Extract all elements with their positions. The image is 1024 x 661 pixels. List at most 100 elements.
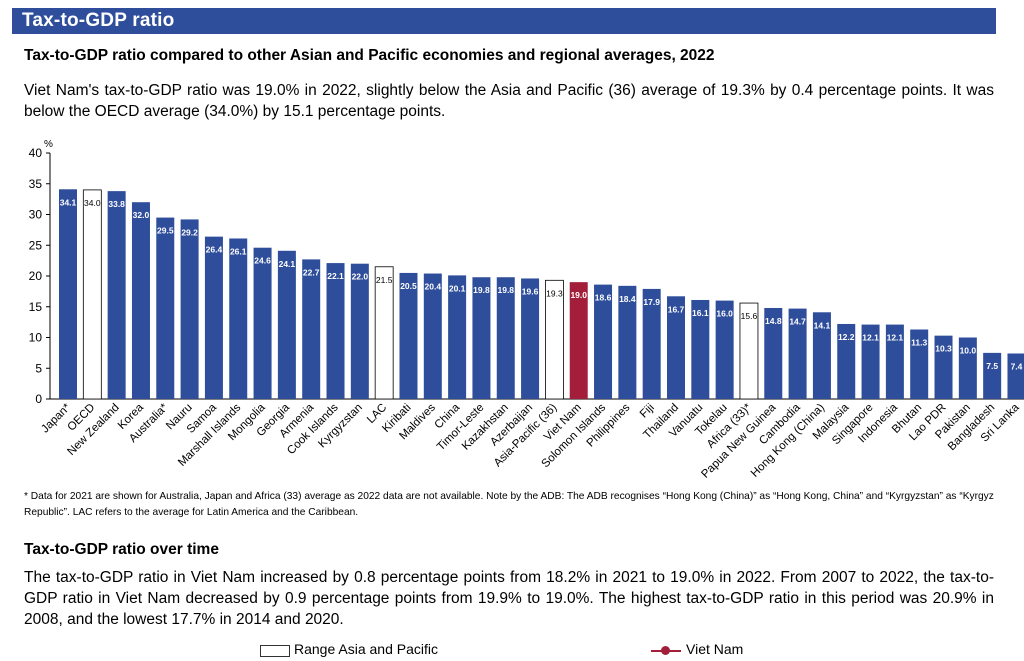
bar-value-label: 15.6 xyxy=(741,311,758,321)
bar-value-label: 24.1 xyxy=(279,259,296,269)
bar-value-label: 12.1 xyxy=(887,333,904,343)
bar xyxy=(496,277,515,399)
y-tick-label: 5 xyxy=(35,361,42,375)
bar xyxy=(983,352,1002,399)
bar-value-label: 14.8 xyxy=(765,316,782,326)
x-tick-label: Fiji xyxy=(638,402,657,421)
bar-value-label: 10.3 xyxy=(935,344,952,354)
bar-value-label: 11.3 xyxy=(911,338,927,348)
bar xyxy=(423,273,442,399)
bar xyxy=(715,300,734,399)
bar-value-label: 19.8 xyxy=(497,285,514,295)
bar xyxy=(399,272,418,399)
y-tick-label: 15 xyxy=(29,300,43,314)
bars: 34.1 34.0 33.8 32.0 29.5 29.2 26.4 26.1 24.6 24.1… xyxy=(59,189,1024,400)
y-tick-label: 0 xyxy=(35,392,42,406)
y-tick-label: 30 xyxy=(29,208,43,222)
bar xyxy=(910,329,929,399)
bar xyxy=(545,279,564,400)
bar xyxy=(472,277,491,399)
bar xyxy=(253,247,272,399)
bar-value-label: 22.7 xyxy=(303,267,320,277)
legend-range-swatch xyxy=(260,645,290,657)
bar xyxy=(107,191,126,399)
bar-value-label: 16.0 xyxy=(716,309,733,319)
bar xyxy=(934,335,953,399)
bar-value-label: 19.0 xyxy=(570,290,587,300)
legend-vietnam-label: Viet Nam xyxy=(686,641,744,657)
legend-range-label: Range Asia and Pacific xyxy=(294,641,438,657)
bar xyxy=(350,263,369,399)
bar-value-label: 19.8 xyxy=(473,285,490,295)
bar xyxy=(958,337,977,399)
bar-value-label: 22.0 xyxy=(352,272,369,282)
bar xyxy=(59,189,77,399)
bar xyxy=(131,202,150,399)
bar-value-label: 12.2 xyxy=(838,332,855,342)
bar-value-label: 16.7 xyxy=(668,304,685,314)
bar-value-label: 34.1 xyxy=(60,197,77,207)
bar xyxy=(618,285,637,399)
over-time-summary: The tax-to-GDP ratio in Viet Nam increas… xyxy=(24,569,994,628)
over-time-heading: Tax-to-GDP ratio over time xyxy=(24,541,219,558)
bar xyxy=(812,312,831,399)
y-tick-label: 10 xyxy=(29,331,43,345)
bar xyxy=(861,324,880,399)
footnote: * Data for 2021 are shown for Australia,… xyxy=(24,491,994,518)
bar-value-label: 24.6 xyxy=(254,256,271,266)
bar xyxy=(1007,353,1024,399)
bar-value-label: 12.1 xyxy=(862,333,879,343)
section-title: Tax-to-GDP ratio xyxy=(22,10,175,31)
bar-value-label: 29.2 xyxy=(181,227,198,237)
bar xyxy=(521,278,540,399)
bar xyxy=(374,266,394,400)
bar xyxy=(739,302,759,400)
chart-heading: Tax-to-GDP ratio compared to other Asian… xyxy=(24,47,715,64)
bar-value-label: 7.4 xyxy=(1011,361,1023,371)
bar-value-label: 26.4 xyxy=(206,245,223,255)
bar xyxy=(642,288,661,399)
bar-value-label: 33.8 xyxy=(108,199,125,209)
bar-value-label: 20.1 xyxy=(449,283,466,293)
bar xyxy=(788,308,807,399)
y-unit-label: % xyxy=(44,139,53,150)
bar-value-label: 26.1 xyxy=(230,246,247,256)
bar-value-label: 10.0 xyxy=(960,346,977,356)
bar xyxy=(667,296,685,399)
bar-value-label: 19.6 xyxy=(522,286,539,296)
bar-value-label: 20.4 xyxy=(425,282,442,292)
bar-value-label: 21.5 xyxy=(376,275,393,285)
bar xyxy=(764,307,783,399)
bar-value-label: 7.5 xyxy=(986,361,998,371)
bar xyxy=(326,263,345,399)
bar xyxy=(180,219,199,399)
bar xyxy=(229,238,248,399)
bar-value-label: 29.5 xyxy=(157,226,174,236)
bar-value-label: 17.9 xyxy=(643,297,660,307)
bar-value-label: 16.1 xyxy=(692,308,709,318)
bar xyxy=(569,282,588,399)
bar-value-label: 22.1 xyxy=(327,271,344,281)
bar xyxy=(204,236,223,399)
bar xyxy=(594,284,613,399)
bar-chart: 0 5 10 15 20 25 30 35 40% 34.1 34.0 33.8 32.0 29.5 29… xyxy=(29,139,1024,481)
bar xyxy=(837,323,856,399)
bar xyxy=(277,250,296,399)
bar-value-label: 14.7 xyxy=(789,317,806,327)
y-tick-label: 25 xyxy=(29,238,43,252)
chart-summary: Viet Nam's tax-to-GDP ratio was 19.0% in… xyxy=(24,82,994,120)
legend-vietnam-marker xyxy=(661,646,670,655)
bar xyxy=(448,275,467,399)
bar-value-label: 14.1 xyxy=(814,320,831,330)
bar-value-label: 19.3 xyxy=(546,288,563,298)
section-banner: Tax-to-GDP ratio xyxy=(12,8,996,34)
bar xyxy=(885,324,904,399)
bar-value-label: 18.4 xyxy=(619,294,636,304)
y-tick-label: 20 xyxy=(29,269,43,283)
bar xyxy=(691,299,710,399)
bar-value-label: 32.0 xyxy=(133,210,150,220)
y-tick-label: 40 xyxy=(29,146,43,160)
x-tick-label: Japan* xyxy=(39,401,73,435)
bar-value-label: 34.0 xyxy=(84,198,101,208)
bar xyxy=(156,217,175,399)
